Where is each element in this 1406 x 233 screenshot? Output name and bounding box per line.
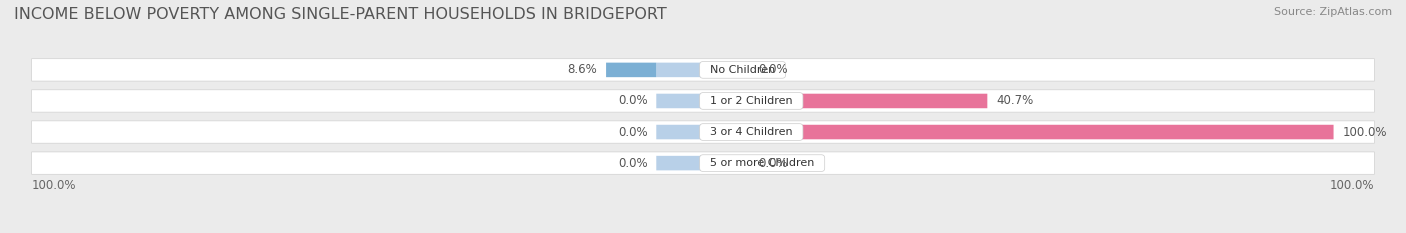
FancyBboxPatch shape (749, 125, 1333, 139)
FancyBboxPatch shape (703, 94, 749, 108)
Text: 5 or more Children: 5 or more Children (703, 158, 821, 168)
Text: Source: ZipAtlas.com: Source: ZipAtlas.com (1274, 7, 1392, 17)
Text: 3 or 4 Children: 3 or 4 Children (703, 127, 800, 137)
FancyBboxPatch shape (31, 59, 1375, 81)
Text: 0.0%: 0.0% (617, 126, 648, 139)
Text: 100.0%: 100.0% (1330, 179, 1375, 192)
FancyBboxPatch shape (703, 63, 749, 77)
Text: 0.0%: 0.0% (758, 63, 789, 76)
Text: 0.0%: 0.0% (758, 157, 789, 170)
Text: 8.6%: 8.6% (568, 63, 598, 76)
FancyBboxPatch shape (657, 125, 703, 139)
Text: INCOME BELOW POVERTY AMONG SINGLE-PARENT HOUSEHOLDS IN BRIDGEPORT: INCOME BELOW POVERTY AMONG SINGLE-PARENT… (14, 7, 666, 22)
FancyBboxPatch shape (657, 156, 703, 170)
FancyBboxPatch shape (703, 156, 749, 170)
FancyBboxPatch shape (657, 94, 703, 108)
Text: 1 or 2 Children: 1 or 2 Children (703, 96, 800, 106)
Text: 100.0%: 100.0% (1343, 126, 1386, 139)
Text: 100.0%: 100.0% (31, 179, 76, 192)
FancyBboxPatch shape (749, 94, 987, 108)
Text: 40.7%: 40.7% (995, 94, 1033, 107)
FancyBboxPatch shape (31, 152, 1375, 174)
Text: No Children: No Children (703, 65, 782, 75)
FancyBboxPatch shape (31, 90, 1375, 112)
Text: 0.0%: 0.0% (617, 157, 648, 170)
FancyBboxPatch shape (657, 63, 703, 77)
FancyBboxPatch shape (606, 63, 657, 77)
FancyBboxPatch shape (703, 125, 749, 139)
Text: 0.0%: 0.0% (617, 94, 648, 107)
FancyBboxPatch shape (31, 121, 1375, 143)
